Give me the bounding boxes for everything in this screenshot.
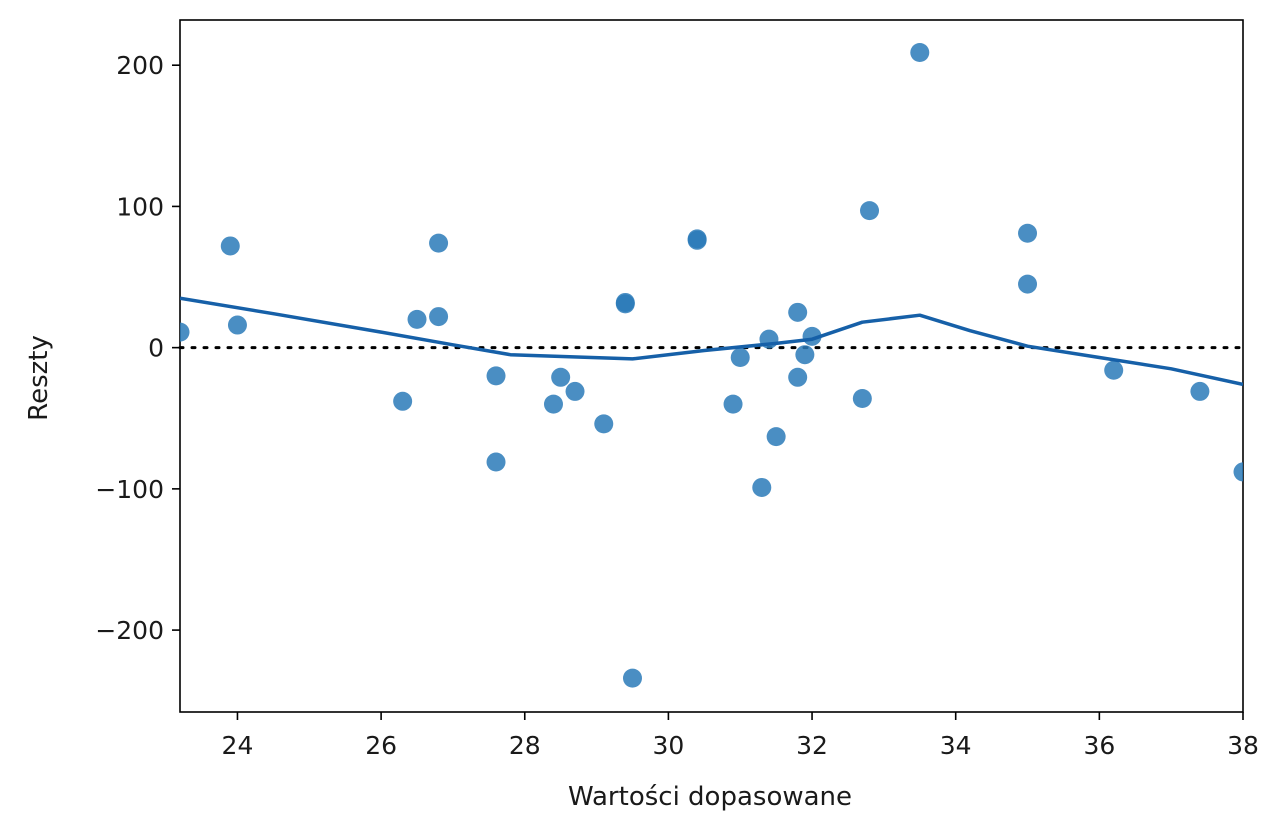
data-point [1233,462,1243,482]
data-point [1190,381,1210,401]
data-point [910,42,930,62]
data-point [1104,360,1124,380]
x-tick-label: 36 [1083,731,1115,760]
data-point [615,292,635,312]
y-tick-label: 200 [116,51,164,80]
data-point [429,233,449,253]
y-tick-label: 0 [148,334,164,363]
data-point [788,302,808,322]
y-tick-label: 100 [116,192,164,221]
axes [179,19,1244,713]
lowess-line [180,296,1243,387]
data-point [795,345,815,365]
data-point [429,307,449,327]
data-point [852,388,872,408]
data-point [180,322,190,342]
x-tick-label: 28 [509,731,541,760]
x-tick-label: 38 [1227,731,1259,760]
x-tick-label: 32 [796,731,828,760]
data-point [788,367,808,387]
data-point [687,230,707,250]
data-point [730,348,750,368]
scatter-points [180,42,1243,688]
y-axis-label: Reszty [24,335,54,421]
x-axis-ticks: 24 26 28 30 32 34 36 38 [222,712,1259,760]
x-tick-label: 24 [222,731,254,760]
data-point [486,366,506,386]
data-point [622,668,642,688]
data-point [543,394,563,414]
data-point [860,201,880,221]
data-point [766,427,786,447]
lowess-curve [180,296,1243,387]
data-point [1018,274,1038,294]
data-point [1018,223,1038,243]
x-tick-label: 30 [652,731,684,760]
x-tick-label: 34 [940,731,972,760]
data-point [486,452,506,472]
y-axis-ticks: −200 −100 0 100 200 [95,51,180,645]
data-point [393,391,413,411]
data-point [407,309,427,329]
x-tick-label: 26 [365,731,397,760]
data-point [594,414,614,434]
data-point [551,367,571,387]
data-point [565,381,585,401]
y-tick-label: −200 [95,616,164,645]
data-point [752,477,772,497]
data-point [723,394,743,414]
data-point [220,236,240,256]
y-tick-label: −100 [95,475,164,504]
data-point [227,315,247,335]
plot-frame [179,19,1244,713]
x-axis-label: Wartości dopasowane [568,782,852,812]
